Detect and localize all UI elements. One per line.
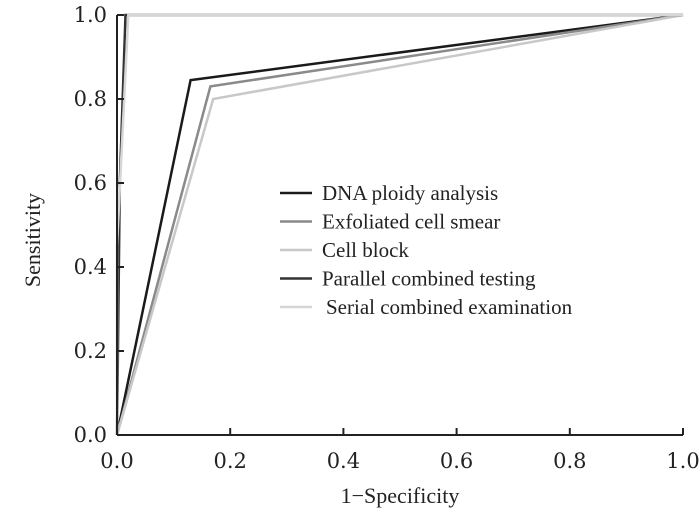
x-tick-label: 1.0 (666, 449, 699, 473)
x-tick-label: 0.6 (440, 449, 473, 473)
series-line-exfoliated-cell-smear (115, 13, 684, 436)
y-ticks: 0.0 0.2 0.4 0.6 0.8 1.0 (74, 3, 124, 447)
y-tick-label: 0.0 (74, 423, 107, 447)
x-tick-label: 0.4 (327, 449, 360, 473)
x-tick-label: 0.8 (553, 449, 586, 473)
legend: DNA ploidy analysis Exfoliated cell smear… (280, 181, 573, 319)
legend-item: DNA ploidy analysis (280, 181, 498, 205)
y-tick-label: 0.2 (74, 339, 107, 363)
y-tick-label: 0.4 (74, 255, 107, 279)
x-axis-title: 1−Specificity (341, 483, 460, 508)
x-tick-label: 0.0 (100, 449, 133, 473)
y-tick-label: 0.6 (74, 171, 107, 195)
legend-item: Cell block (280, 238, 409, 262)
legend-label: DNA ploidy analysis (322, 181, 498, 205)
axes (116, 15, 683, 436)
x-ticks: 0.0 0.2 0.4 0.6 0.8 1.0 (100, 428, 700, 473)
legend-item: Exfoliated cell smear (280, 210, 500, 234)
y-tick-label: 0.8 (74, 87, 107, 111)
y-tick-label: 1.0 (74, 3, 107, 27)
series-line-dna-ploidy-analysis (115, 13, 684, 436)
legend-label: Cell block (322, 238, 409, 262)
series-line-cell-block (115, 13, 684, 436)
legend-label: Exfoliated cell smear (322, 210, 500, 234)
y-axis-title: Sensitivity (20, 193, 45, 287)
x-tick-label: 0.2 (213, 449, 246, 473)
legend-item: Parallel combined testing (280, 267, 536, 291)
legend-label: Serial combined examination (326, 295, 573, 319)
legend-label: Parallel combined testing (322, 267, 536, 291)
legend-item: Serial combined examination (280, 295, 573, 319)
